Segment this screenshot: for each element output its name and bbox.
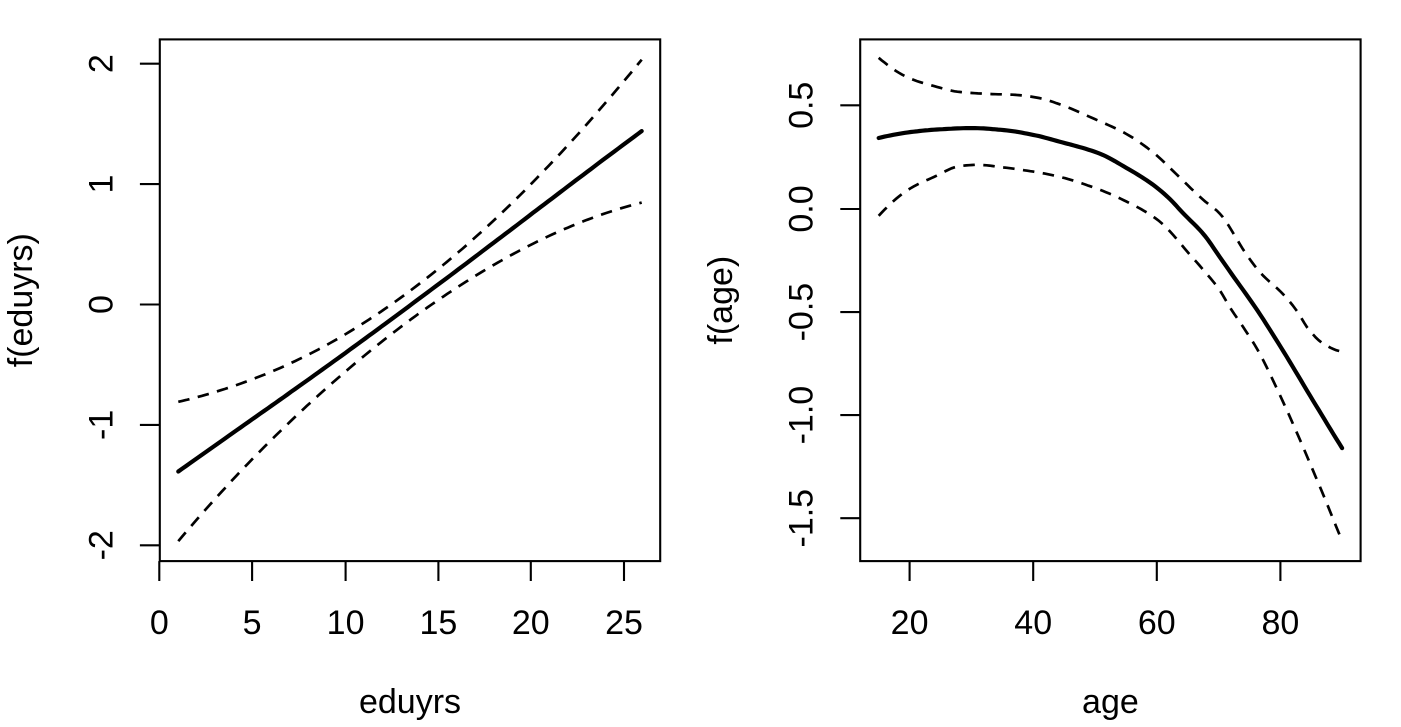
svg-text:-0.5: -0.5 <box>783 283 821 342</box>
svg-text:60: 60 <box>1138 604 1176 642</box>
svg-text:f(age): f(age) <box>702 256 740 345</box>
svg-text:0: 0 <box>150 604 169 642</box>
svg-text:80: 80 <box>1261 604 1299 642</box>
svg-text:5: 5 <box>243 604 262 642</box>
svg-text:0.0: 0.0 <box>783 185 821 232</box>
svg-text:-1: -1 <box>83 410 121 440</box>
svg-text:15: 15 <box>419 604 457 642</box>
svg-text:f(eduyrs): f(eduyrs) <box>2 233 40 367</box>
svg-text:20: 20 <box>891 604 929 642</box>
svg-text:2: 2 <box>83 54 121 73</box>
svg-text:25: 25 <box>605 604 643 642</box>
svg-text:-1.0: -1.0 <box>783 386 821 445</box>
svg-text:-2: -2 <box>83 530 121 560</box>
svg-text:age: age <box>1082 683 1139 721</box>
svg-text:eduyrs: eduyrs <box>359 683 461 721</box>
svg-text:0.5: 0.5 <box>783 82 821 129</box>
svg-text:1: 1 <box>83 175 121 194</box>
svg-text:40: 40 <box>1014 604 1052 642</box>
svg-text:10: 10 <box>327 604 365 642</box>
svg-text:-1.5: -1.5 <box>783 489 821 548</box>
svg-text:20: 20 <box>512 604 550 642</box>
svg-text:0: 0 <box>83 295 121 314</box>
